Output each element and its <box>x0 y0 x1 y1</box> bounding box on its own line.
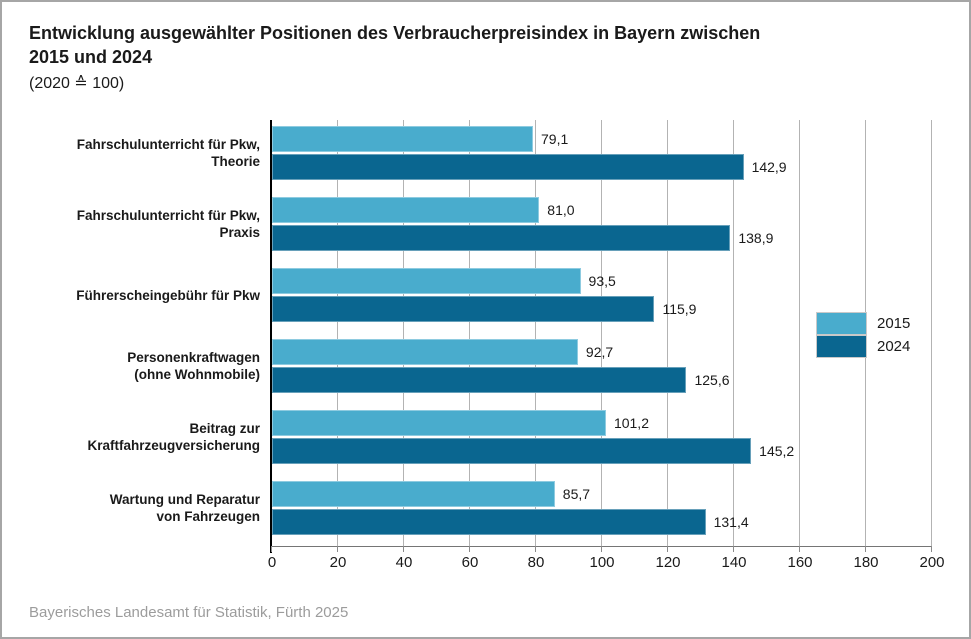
bar-2024: 145,2 <box>272 438 794 464</box>
tick-label: 40 <box>395 554 413 571</box>
gridline <box>667 120 668 546</box>
bar-2024: 142,9 <box>272 154 787 180</box>
tick-mark <box>535 546 536 552</box>
gridline <box>931 120 932 546</box>
bar-group: 101,2 145,2 <box>272 404 932 475</box>
bar-2024: 115,9 <box>272 296 696 322</box>
category-axis: Fahrschulunterricht für Pkw, Theorie Fahr… <box>16 120 260 546</box>
bar-group: 92,7 125,6 <box>272 333 932 404</box>
category-label: Personenkraftwagen (ohne Wohnmobile) <box>127 350 260 382</box>
tick-label: 20 <box>329 554 347 571</box>
tick-mark <box>337 546 338 552</box>
tick-mark <box>733 546 734 552</box>
bar-value-label: 138,9 <box>738 230 774 246</box>
bar-2024: 125,6 <box>272 367 730 393</box>
category-label: Fahrschulunterricht für Pkw, Theorie <box>76 137 260 169</box>
chart-title: Entwicklung ausgewählter Positionen des … <box>29 23 761 67</box>
plot-area: 0 20 40 60 80 100 120 140 160 180 200 79,1 142,9 81,0… <box>268 120 945 571</box>
tick-mark <box>601 546 602 552</box>
bar-value-label: 93,5 <box>588 273 616 289</box>
bar-2015: 79,1 <box>272 126 568 152</box>
gridline <box>337 120 338 546</box>
tick-label: 180 <box>853 554 879 571</box>
category-row: Wartung und Reparatur von Fahrzeugen <box>16 475 260 546</box>
gridline <box>469 120 470 546</box>
chart-subtitle: (2020 ≙ 100) <box>29 75 125 92</box>
gridline <box>535 120 536 546</box>
bar-value-label: 125,6 <box>694 372 730 388</box>
bar-value-label: 92,7 <box>585 344 614 360</box>
bar-2024: 138,9 <box>272 225 773 251</box>
bar-2015: 85,7 <box>272 481 590 507</box>
bar-group: 85,7 131,4 <box>272 475 932 546</box>
bar-value-label: 142,9 <box>751 159 787 175</box>
legend-swatch-2015 <box>816 312 867 335</box>
legend: 2015 2024 <box>816 312 910 358</box>
bar-2015: 101,2 <box>272 410 649 436</box>
category-row: Führerscheingebühr für Pkw <box>16 262 260 333</box>
gridline <box>733 120 734 546</box>
bar-value-label: 81,0 <box>547 202 575 218</box>
category-row: Beitrag zur Kraftfahrzeugversicherung <box>16 404 260 475</box>
category-label: Wartung und Reparatur von Fahrzeugen <box>109 492 260 524</box>
bar-value-label: 145,2 <box>759 443 795 459</box>
gridline <box>601 120 602 546</box>
bar-2015: 93,5 <box>272 268 616 294</box>
tick-label: 200 <box>919 554 945 571</box>
category-label: Führerscheingebühr für Pkw <box>76 287 260 303</box>
bar-value-label: 79,1 <box>541 131 569 147</box>
bar-group: 81,0 138,9 <box>272 191 932 262</box>
tick-mark <box>271 546 272 552</box>
bar-value-label: 85,7 <box>562 486 591 502</box>
tick-label: 120 <box>655 554 681 571</box>
tick-label: 100 <box>589 554 615 571</box>
gridline <box>403 120 404 546</box>
tick-mark <box>865 546 866 552</box>
legend-label: 2015 <box>877 314 911 332</box>
category-label: Fahrschulunterricht für Pkw, Praxis <box>76 208 260 240</box>
category-label: Beitrag zur Kraftfahrzeugversicherung <box>87 421 260 453</box>
tick-label: 0 <box>267 554 277 571</box>
legend-row: 2024 <box>816 335 910 358</box>
bar-value-label: 101,2 <box>613 415 649 431</box>
tick-mark <box>403 546 404 552</box>
tick-label: 60 <box>461 554 479 571</box>
y-axis-line <box>270 120 272 553</box>
bar-value-label: 115,9 <box>662 301 697 317</box>
bar-value-label: 131,4 <box>713 514 749 530</box>
legend-swatch-2024 <box>816 335 867 358</box>
tick-label: 160 <box>787 554 813 571</box>
tick-label: 140 <box>721 554 747 571</box>
source-note: Bayerisches Landesamt für Statistik, Für… <box>29 604 349 621</box>
bar-group: 93,5 115,9 <box>272 262 932 333</box>
category-row: Personenkraftwagen (ohne Wohnmobile) <box>16 333 260 404</box>
category-row: Fahrschulunterricht für Pkw, Theorie <box>16 120 260 191</box>
tick-mark <box>931 546 932 552</box>
tick-label: 80 <box>527 554 545 571</box>
bar-group: 79,1 142,9 <box>272 120 932 191</box>
gridline <box>799 120 800 546</box>
legend-label: 2024 <box>877 337 911 355</box>
category-row: Fahrschulunterricht für Pkw, Praxis <box>16 191 260 262</box>
bar-2015: 92,7 <box>272 339 613 365</box>
tick-mark <box>667 546 668 552</box>
bar-2024: 131,4 <box>272 509 749 535</box>
tick-mark <box>799 546 800 552</box>
tick-mark <box>469 546 470 552</box>
bar-2015: 81,0 <box>272 197 575 223</box>
legend-row: 2015 <box>816 312 910 335</box>
